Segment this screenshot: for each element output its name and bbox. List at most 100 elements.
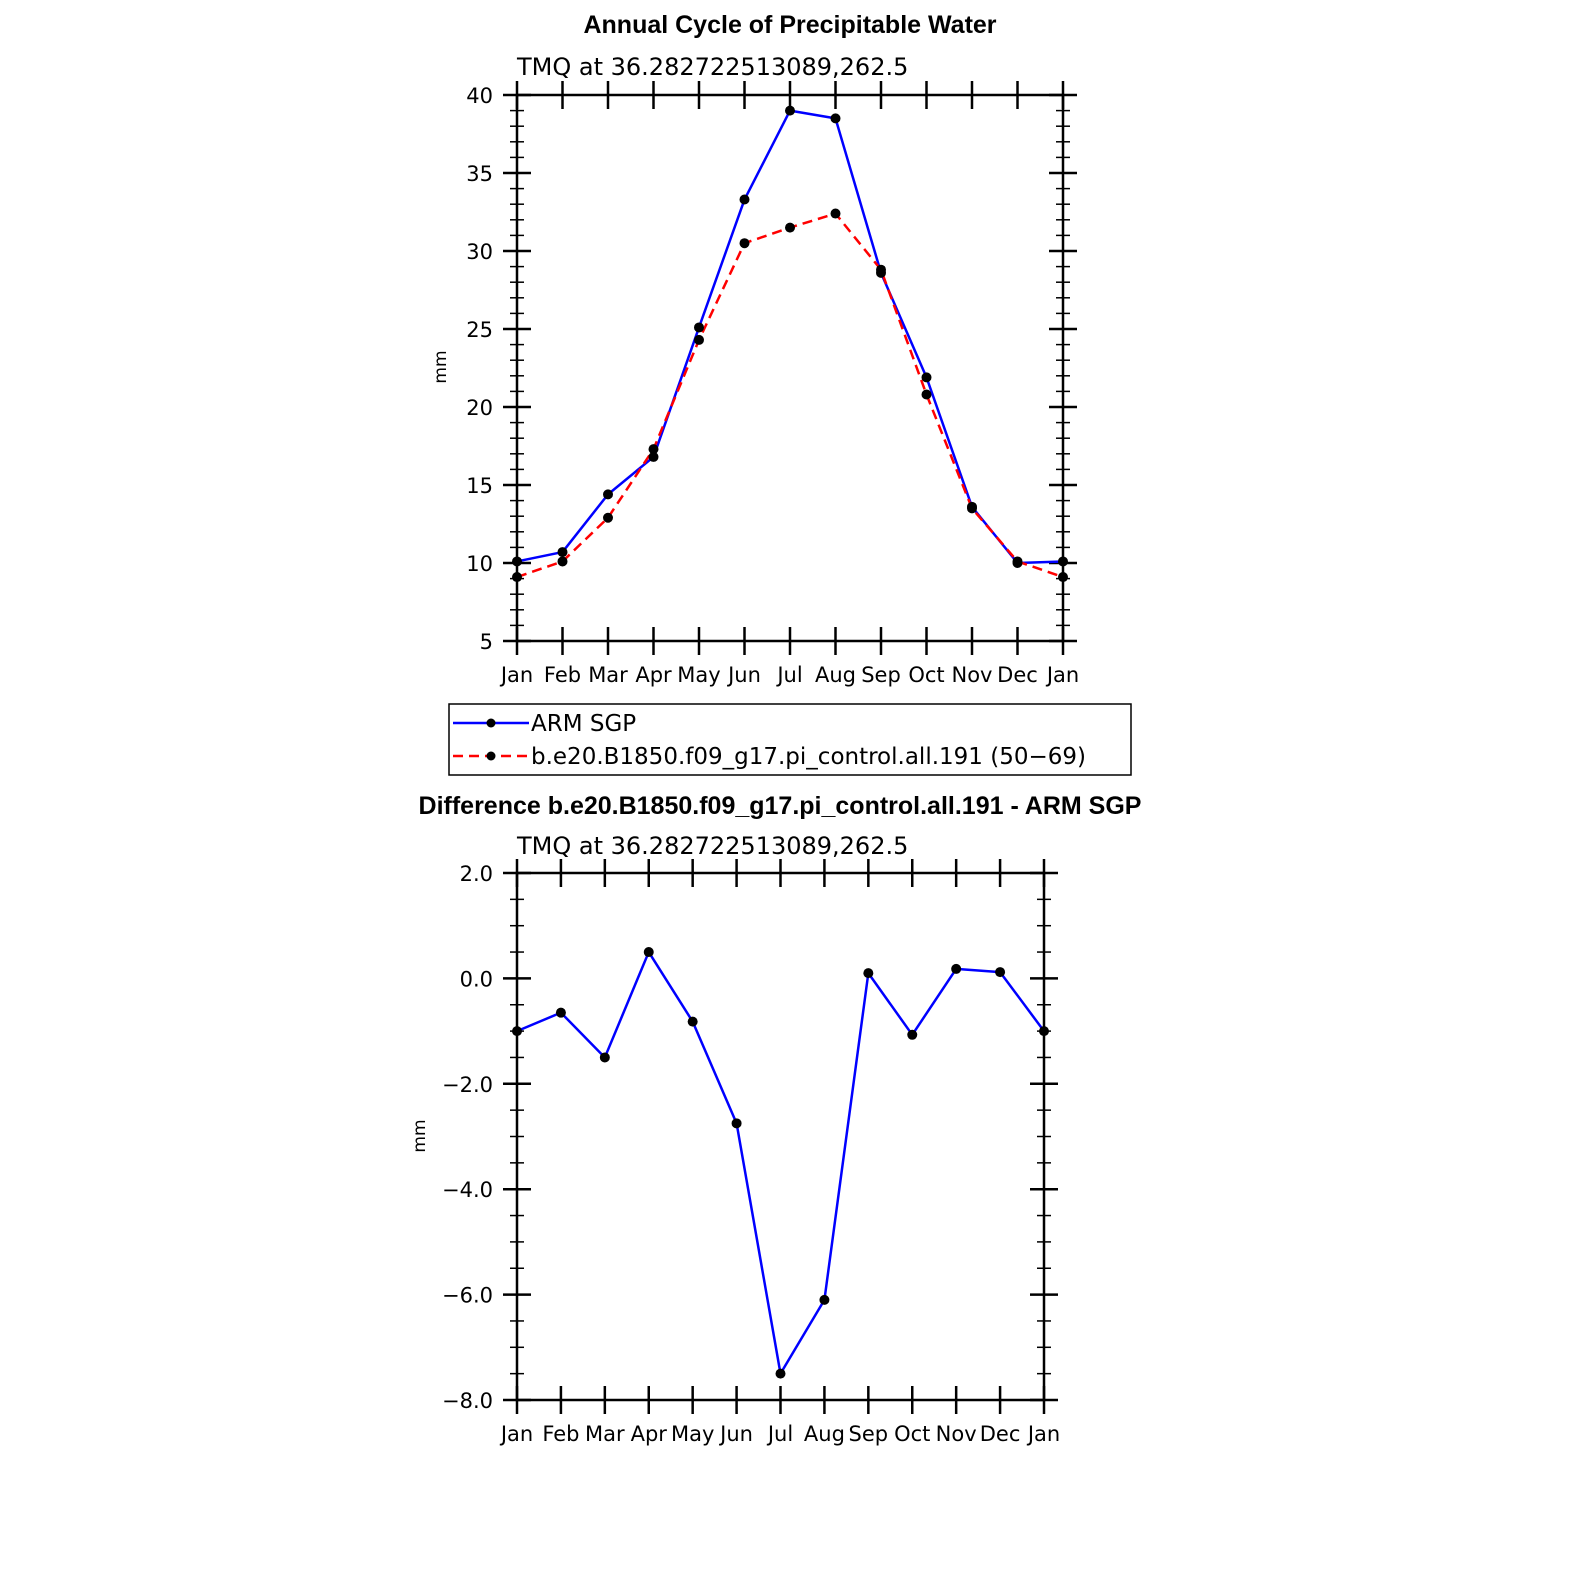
chart1-ylabel: mm xyxy=(431,350,451,383)
series-1-point xyxy=(555,1007,566,1018)
ytick-label: 2.0 xyxy=(460,862,493,886)
xtick-label: Jan xyxy=(1045,663,1079,687)
chart2-lines xyxy=(512,947,1049,1379)
xtick-label: Dec xyxy=(980,1422,1021,1446)
ytick-label: −8.0 xyxy=(442,1389,493,1413)
series-2-point xyxy=(739,238,750,249)
chart1-title: Annual Cycle of Precipitable Water xyxy=(583,11,996,39)
xtick-label: Jan xyxy=(1026,1422,1060,1446)
series-line-1 xyxy=(516,109,1064,565)
series-1-point xyxy=(512,1026,522,1037)
xtick-label: Aug xyxy=(815,663,856,687)
chart2-subtitle: TMQ at 36.282722513089,262.5 xyxy=(516,832,908,860)
xtick-label: Aug xyxy=(804,1422,845,1446)
series-1-point xyxy=(687,1016,698,1027)
series-1-point xyxy=(921,372,932,383)
chart1-frame xyxy=(515,93,1065,643)
legend-label-arm-sgp: ARM SGP xyxy=(531,711,636,737)
xtick-label: Feb xyxy=(542,1422,579,1446)
chart2-axes: −8.0 −6.0 −4.0 −2.0 0.0 2.0 Jan Feb Mar Apr May Jun… xyxy=(442,859,1060,1446)
xtick-label: Jun xyxy=(718,1422,753,1446)
xtick-label: Mar xyxy=(588,663,628,687)
series-1-point xyxy=(775,1368,786,1379)
series-1-point xyxy=(830,113,841,124)
xtick-label: May xyxy=(671,1422,714,1446)
xtick-label: Nov xyxy=(936,1422,977,1446)
xtick-label: Oct xyxy=(908,663,944,687)
legend-box xyxy=(448,703,1132,776)
ytick-label: 0.0 xyxy=(460,967,493,991)
ytick-label: 20 xyxy=(466,396,493,420)
ytick-label: −4.0 xyxy=(442,1178,493,1202)
legend-label-model: b.e20.B1850.f09_g17.pi_control.all.191 (… xyxy=(531,744,1086,770)
chart1-legend: ARM SGP b.e20.B1850.f09_g17.pi_control.a… xyxy=(448,703,1132,776)
series-1-point xyxy=(599,1052,610,1063)
series-1-point xyxy=(694,322,704,333)
series-2-point xyxy=(967,503,977,514)
xtick-label: Jan xyxy=(499,1422,533,1446)
series-2-point xyxy=(876,264,886,275)
xtick-label: Jul xyxy=(766,1422,793,1446)
xtick-label: Sep xyxy=(849,1422,889,1446)
ytick-label: 5 xyxy=(480,630,493,654)
xtick-label: May xyxy=(677,663,720,687)
series-2-point xyxy=(648,444,659,455)
series-1-point xyxy=(557,547,568,558)
series-1-point xyxy=(785,105,795,116)
xtick-label: Jul xyxy=(775,663,802,687)
series-2-point xyxy=(921,389,932,400)
annual-cycle-chart: Annual Cycle of Precipitable Water TMQ a… xyxy=(431,11,1079,687)
series-2-point xyxy=(694,334,704,345)
series-1-point xyxy=(819,1294,830,1305)
ytick-label: 30 xyxy=(466,240,493,264)
xtick-label: Apr xyxy=(631,1422,668,1446)
xtick-label: Mar xyxy=(585,1422,625,1446)
series-1-point xyxy=(603,489,613,500)
series-2-point xyxy=(603,512,613,523)
chart2-frame xyxy=(515,871,1046,1402)
series-1-point xyxy=(907,1029,918,1040)
xtick-label: Nov xyxy=(952,663,993,687)
xtick-label: Dec xyxy=(997,663,1038,687)
series-2-point xyxy=(830,208,841,219)
series-1-point xyxy=(648,451,659,462)
xtick-label: Sep xyxy=(861,663,901,687)
chart1-lines xyxy=(512,105,1068,583)
chart1-axes: 5 10 15 20 25 30 35 40 Jan Feb Mar Apr May Jun Jul Aug S… xyxy=(466,81,1079,687)
series-line-1 xyxy=(516,950,1046,1375)
ytick-label: 40 xyxy=(466,84,493,108)
ytick-label: −6.0 xyxy=(442,1284,493,1308)
series-1-point xyxy=(1058,556,1068,567)
difference-chart: Difference b.e20.B1850.f09_g17.pi_contro… xyxy=(410,792,1141,1446)
xtick-label: Jan xyxy=(499,663,533,687)
chart1-subtitle: TMQ at 36.282722513089,262.5 xyxy=(516,53,908,81)
series-1-point xyxy=(1039,1026,1049,1037)
series-1-point xyxy=(951,963,962,974)
chart2-title: Difference b.e20.B1850.f09_g17.pi_contro… xyxy=(419,792,1142,820)
ytick-label: 15 xyxy=(466,474,493,498)
xtick-label: Oct xyxy=(894,1422,930,1446)
legend-marker-model xyxy=(486,751,496,761)
legend-marker-arm-sgp xyxy=(486,718,496,728)
series-1-point xyxy=(512,556,522,567)
series-1-point xyxy=(739,194,750,205)
ytick-label: 10 xyxy=(466,552,493,576)
series-line-2 xyxy=(516,212,1064,579)
ytick-label: −2.0 xyxy=(442,1073,493,1097)
xtick-label: Apr xyxy=(635,663,672,687)
series-2-point xyxy=(512,572,522,583)
series-2-point xyxy=(1058,572,1068,583)
series-1-point xyxy=(643,947,654,958)
series-1-point xyxy=(731,1118,742,1129)
series-2-point xyxy=(785,222,795,233)
ytick-label: 35 xyxy=(466,162,493,186)
xtick-label: Jun xyxy=(726,663,761,687)
series-2-point xyxy=(557,556,568,567)
ytick-label: 25 xyxy=(466,318,493,342)
series-1-point xyxy=(863,968,874,979)
chart2-ylabel: mm xyxy=(410,1119,430,1152)
series-2-point xyxy=(1012,556,1023,567)
xtick-label: Feb xyxy=(544,663,581,687)
series-1-point xyxy=(995,967,1006,978)
